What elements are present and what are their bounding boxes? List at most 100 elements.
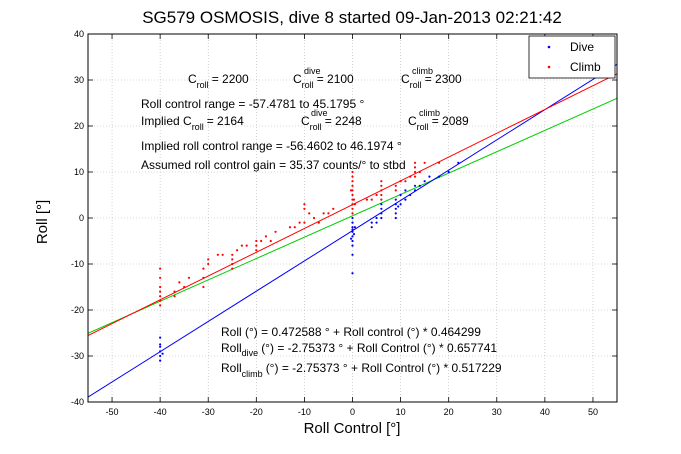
- dive-point: [349, 237, 353, 240]
- dive-point: [351, 228, 354, 231]
- climb-point: [351, 180, 354, 183]
- climb-point: [404, 180, 407, 183]
- annotation-implied-climb-sub: roll: [417, 122, 429, 132]
- dive-point: [351, 221, 354, 224]
- climb-point: [274, 230, 277, 233]
- dive-point: [457, 161, 460, 164]
- climb-point: [245, 244, 248, 247]
- climb-point: [351, 203, 354, 206]
- climb-point: [159, 267, 162, 270]
- x-tick-label: 10: [396, 407, 406, 417]
- climb-point: [202, 267, 205, 270]
- legend: Dive Climb: [528, 35, 616, 79]
- dive-point: [375, 216, 378, 220]
- y-tick-label: 0: [79, 213, 84, 223]
- fit-line-1: [88, 63, 617, 398]
- climb-point: [418, 170, 421, 174]
- climb-point: [159, 290, 162, 293]
- dive-point: [413, 184, 417, 187]
- climb-point: [375, 193, 378, 197]
- climb-point: [159, 285, 162, 289]
- y-tick-label: -40: [71, 397, 84, 407]
- annotation-c-roll-dive-label: C: [293, 72, 302, 86]
- climb-point: [221, 253, 224, 256]
- legend-box: [528, 35, 616, 79]
- climb-point: [365, 198, 369, 201]
- calibration-annotations: Croll = 2200 Croll = 2100 dive Croll = 2300…: [141, 66, 469, 172]
- dive-point: [353, 226, 357, 229]
- annotation-implied-range: Implied roll control range = -56.4602 to…: [141, 139, 402, 153]
- climb-point: [351, 212, 354, 215]
- annotation-fit-climb-sub: climb: [242, 369, 263, 379]
- climb-point: [380, 189, 383, 192]
- y-tick-label: 10: [74, 167, 84, 177]
- dive-point: [351, 216, 354, 220]
- climb-point: [255, 249, 258, 252]
- climb-point: [298, 221, 301, 224]
- climb-point: [269, 239, 272, 243]
- climb-point: [173, 295, 176, 298]
- climb-point: [351, 170, 354, 174]
- climb-point: [413, 166, 417, 169]
- dive-point: [351, 239, 354, 243]
- climb-point: [255, 244, 258, 247]
- climb-point: [159, 299, 162, 302]
- y-tick-label: -30: [71, 351, 84, 361]
- climb-point: [312, 216, 316, 220]
- x-tick-label: 40: [540, 407, 550, 417]
- climb-point: [207, 262, 210, 266]
- data-points: [159, 161, 460, 362]
- annotation-c-roll-value: = 2200: [212, 72, 249, 86]
- annotation-c-roll-climb-value: = 2300: [425, 72, 462, 86]
- climb-point: [332, 207, 335, 210]
- dive-point: [397, 205, 400, 208]
- climb-point: [413, 175, 417, 178]
- dive-point: [418, 184, 421, 187]
- climb-point: [423, 161, 426, 164]
- annotation-implied-sub: roll: [192, 122, 204, 132]
- climb-point: [409, 175, 412, 178]
- x-axis-label: Roll Control [°]: [304, 420, 401, 437]
- x-tick-label: -20: [250, 407, 263, 417]
- climb-point: [394, 184, 397, 187]
- fit-line-0: [88, 97, 617, 334]
- annotation-implied-dive-sub: roll: [310, 122, 322, 132]
- dive-point: [394, 203, 397, 206]
- dive-point: [380, 207, 383, 210]
- climb-point: [303, 221, 306, 224]
- dive-point: [428, 175, 431, 178]
- climb-point: [183, 285, 186, 289]
- dive-point: [409, 193, 412, 197]
- climb-point: [264, 235, 268, 238]
- annotation-implied-climb-label: C: [408, 114, 417, 128]
- dive-point: [351, 230, 354, 233]
- dive-point: [447, 170, 450, 174]
- annotation-implied-dive-sup: dive: [311, 108, 328, 118]
- y-tick-label: 20: [74, 121, 84, 131]
- climb-point: [240, 244, 243, 247]
- climb-point: [308, 212, 311, 215]
- climb-point: [380, 193, 383, 197]
- climb-point: [351, 207, 354, 210]
- climb-point: [353, 203, 357, 206]
- annotation-implied: Implied Croll = 2164: [141, 114, 244, 132]
- climb-point: [303, 207, 306, 210]
- climb-point: [159, 276, 162, 279]
- climb-point: [413, 161, 417, 164]
- y-tick-label: 30: [74, 75, 84, 85]
- climb-point: [159, 304, 162, 307]
- annotation-c-roll-dive: Croll = 2100: [293, 72, 354, 90]
- climb-point: [303, 203, 306, 206]
- climb-point: [437, 161, 441, 164]
- x-tick-label: -40: [154, 407, 167, 417]
- dive-point: [399, 193, 402, 197]
- dive-point: [351, 244, 354, 247]
- x-tick-label: 0: [350, 407, 355, 417]
- legend-marker-dive: [547, 45, 551, 49]
- climb-point: [231, 267, 234, 270]
- annotation-fit-dive: Rolldive (°) = -2.75373 ° + Roll Control …: [221, 341, 497, 358]
- climb-point: [159, 295, 162, 298]
- annotation-range: Roll control range = -57.4781 to 45.1795…: [141, 97, 364, 111]
- x-tick-label: 30: [492, 407, 502, 417]
- annotation-c-roll-climb-sub: roll: [410, 80, 422, 90]
